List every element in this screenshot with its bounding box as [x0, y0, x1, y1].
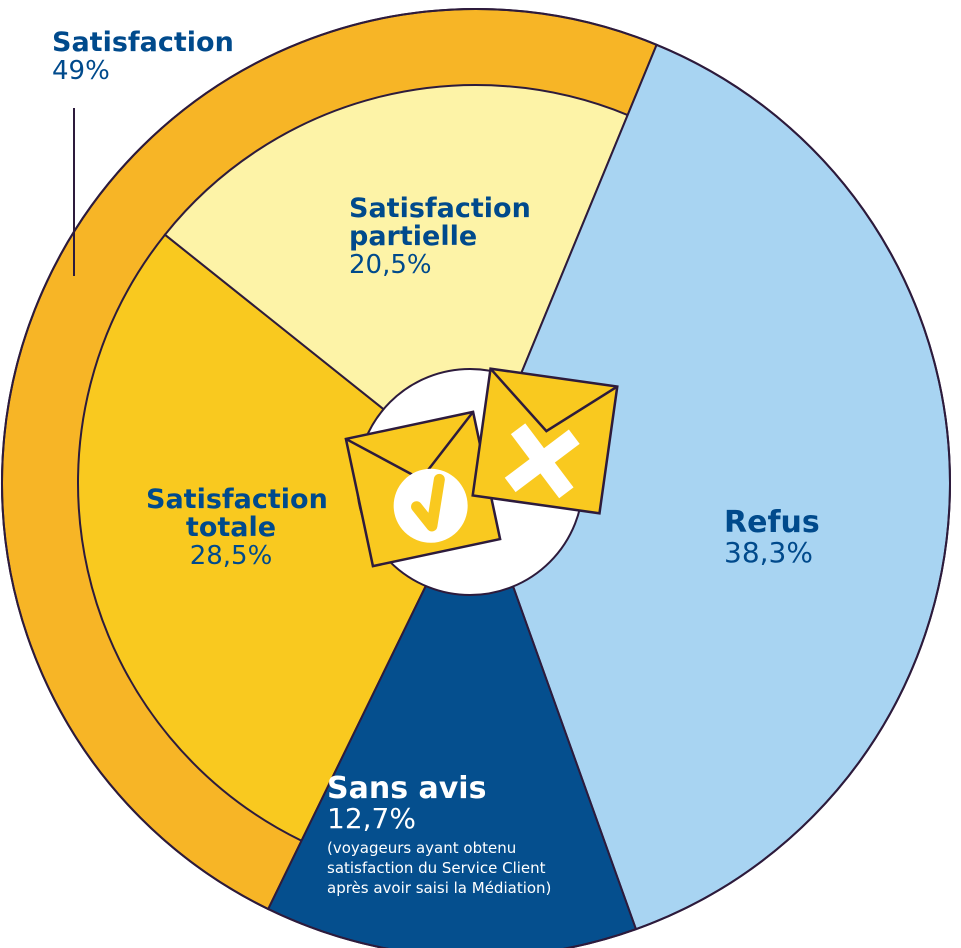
label-refus: Refus 38,3% [724, 507, 820, 568]
label-group-satisfaction: Satisfaction 49% [52, 27, 234, 86]
group-name: Satisfaction [52, 27, 234, 58]
slice-value-satisfaction-totale: 28,5% [189, 541, 273, 571]
slice-name-satisfaction-partielle: Satisfaction partielle [349, 193, 531, 252]
slice-note-sans-avis: (voyageurs ayant obtenu satisfaction du … [327, 839, 552, 897]
slice-satisfaction-totale [77, 233, 478, 843]
group-value: 49% [52, 56, 110, 86]
slice-value-refus: 38,3% [724, 536, 813, 569]
slice-name-refus: Refus [724, 505, 820, 540]
slice-name-sans-avis: Sans avis [327, 771, 487, 806]
label-sans-avis: Sans avis 12,7% (voyageurs ayant obtenu … [327, 773, 587, 898]
slice-value-satisfaction-partielle: 20,5% [349, 250, 432, 280]
label-satisfaction-partielle: Satisfaction partielle 20,5% [349, 193, 531, 280]
label-satisfaction-totale: Satisfaction totale 28,5% [146, 484, 328, 571]
envelope-cross-icon [471, 367, 619, 515]
slice-name-satisfaction-totale: Satisfaction totale [146, 484, 328, 543]
slice-value-sans-avis: 12,7% [327, 802, 416, 835]
envelope-check-icon [344, 410, 502, 568]
pie-outline [1, 8, 951, 948]
